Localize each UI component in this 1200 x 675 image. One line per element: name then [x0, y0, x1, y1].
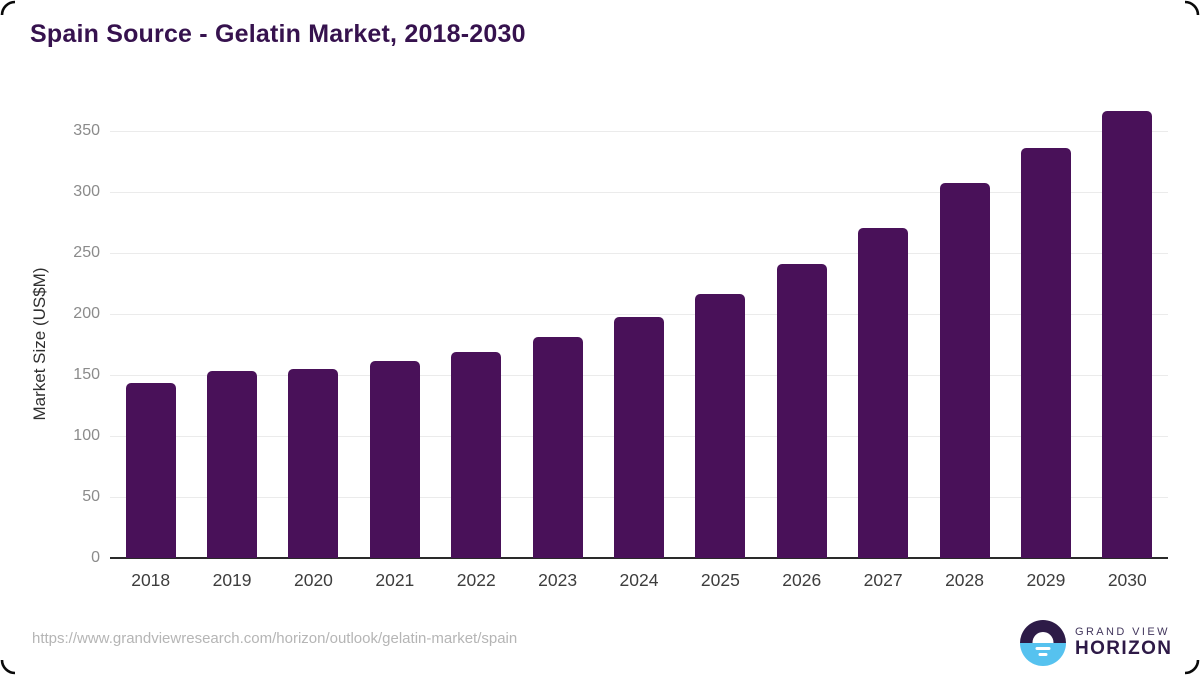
x-tick-label-2024: 2024 — [619, 570, 659, 590]
x-tick-label-2019: 2019 — [212, 570, 252, 590]
x-tick-label-2025: 2025 — [700, 570, 740, 590]
bar-2029 — [1020, 147, 1071, 558]
bar-2027 — [858, 228, 909, 558]
y-axis-label: Market Size (US$M) — [30, 267, 49, 421]
bar-2024 — [614, 317, 664, 558]
bar-2026 — [776, 263, 827, 558]
logo-text-horizon: HORIZON — [1075, 638, 1173, 660]
x-axis-line — [110, 557, 1168, 559]
x-tick-label-2026: 2026 — [782, 570, 822, 590]
gridline-200 — [110, 313, 1168, 315]
bar-2020 — [288, 368, 339, 558]
bar-2022 — [451, 351, 502, 558]
gridline-250 — [110, 252, 1168, 254]
x-tick-label-2023: 2023 — [538, 570, 578, 590]
x-tick-label-2018: 2018 — [131, 570, 171, 590]
page-title: Spain Source - Gelatin Market, 2018-2030 — [30, 20, 526, 48]
x-tick-label-2029: 2029 — [1026, 570, 1066, 590]
bar-2025 — [695, 294, 746, 558]
y-tick-label-0: 0 — [91, 549, 100, 566]
bar-2028 — [939, 183, 990, 558]
x-tick-label-2027: 2027 — [863, 570, 903, 590]
y-tick-label-300: 300 — [73, 182, 100, 200]
x-tick-label-2030: 2030 — [1107, 570, 1147, 590]
gridline-300 — [110, 191, 1168, 193]
bar-2023 — [532, 336, 583, 558]
logo-text-grand-view: GRAND VIEW — [1075, 626, 1170, 638]
y-tick-label-350: 350 — [73, 121, 100, 139]
bar-2018 — [125, 383, 176, 558]
bar-2019 — [207, 371, 258, 558]
gridline-350 — [110, 130, 1168, 132]
y-tick-label-200: 200 — [73, 304, 100, 322]
x-tick-label-2020: 2020 — [293, 570, 333, 590]
brand-logo: GRAND VIEW HORIZON — [1020, 620, 1172, 666]
x-tick-label-2028: 2028 — [945, 570, 984, 590]
y-tick-label-150: 150 — [73, 365, 100, 383]
y-tick-label-50: 50 — [82, 487, 100, 505]
bar-2030 — [1102, 111, 1153, 558]
y-tick-label-250: 250 — [73, 243, 100, 261]
x-tick-label-2022: 2022 — [456, 570, 496, 590]
source-url: https://www.grandviewresearch.com/horizo… — [32, 630, 518, 647]
y-tick-label-100: 100 — [73, 426, 100, 444]
bar-2021 — [369, 361, 420, 558]
x-tick-label-2021: 2021 — [375, 570, 415, 590]
horizon-sunrise-icon — [1020, 620, 1066, 666]
